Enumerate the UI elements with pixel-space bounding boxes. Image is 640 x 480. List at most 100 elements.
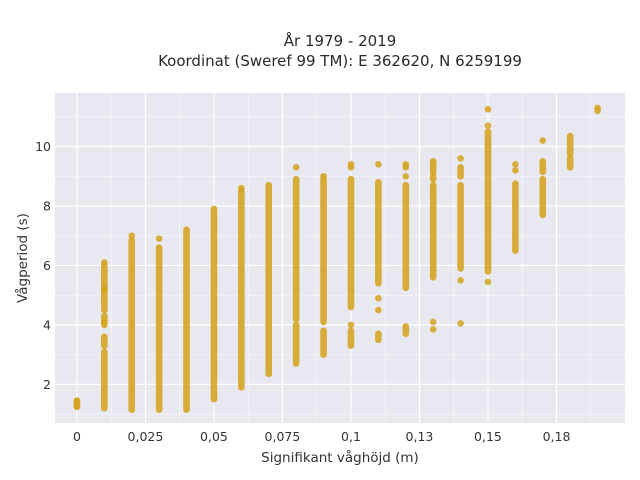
x-tick-label: 0,025: [128, 429, 164, 444]
x-tick-label: 0,05: [200, 429, 228, 444]
data-column: [101, 259, 108, 412]
data-point-range: [402, 181, 410, 292]
data-point-range: [375, 178, 382, 287]
data-point-range: [429, 181, 437, 281]
data-point-range: [347, 327, 355, 350]
data-point-range: [292, 175, 300, 323]
data-column: [265, 181, 273, 378]
data-point-range: [238, 187, 245, 391]
data-point: [101, 285, 108, 293]
data-point-range: [155, 244, 163, 413]
data-column: [210, 205, 218, 403]
x-tick-labels: 0 0,025 0,05 0,075 0,1 0,13 0,15 0,18: [73, 429, 571, 444]
data-point: [457, 276, 464, 284]
data-column: [566, 132, 574, 171]
data-point-range: [210, 205, 218, 403]
data-point: [375, 294, 382, 302]
y-tick-label: 10: [35, 139, 51, 154]
data-point-range: [429, 158, 437, 176]
data-point-range: [566, 132, 574, 158]
data-point: [155, 235, 163, 242]
data-point: [457, 320, 464, 327]
data-point: [402, 161, 410, 168]
data-point-range: [320, 327, 327, 358]
data-point: [512, 161, 519, 168]
data-point-range: [292, 321, 300, 367]
y-tick-label: 2: [43, 377, 51, 392]
data-point: [128, 232, 136, 240]
data-point-range: [347, 175, 355, 311]
x-tick-label: 0,075: [265, 429, 301, 444]
data-column: [183, 226, 190, 413]
data-markers: [73, 104, 601, 413]
x-tick-label: 0: [73, 429, 81, 444]
data-point-range: [457, 164, 464, 180]
data-point-range: [457, 181, 464, 272]
data-point-range: [512, 180, 519, 254]
data-column: [457, 155, 464, 327]
data-point-range: [484, 128, 492, 275]
data-point: [73, 397, 81, 405]
data-point: [73, 403, 81, 410]
data-point: [539, 137, 547, 144]
data-point-range: [128, 236, 136, 413]
data-point-range: [320, 175, 327, 326]
y-tick-label: 4: [43, 317, 51, 332]
data-point: [512, 166, 519, 174]
data-point: [429, 318, 437, 326]
data-column: [292, 164, 300, 367]
data-point: [292, 164, 300, 171]
data-point-range: [402, 323, 410, 338]
data-column: [155, 235, 163, 413]
chart-title-line-2: Koordinat (Sweref 99 TM): E 362620, N 62…: [158, 52, 522, 70]
data-column: [594, 104, 601, 115]
data-column: [402, 161, 410, 338]
data-point-range: [183, 226, 190, 413]
data-point: [375, 306, 382, 314]
data-column: [484, 106, 492, 286]
data-point-range: [429, 172, 437, 183]
data-point: [429, 326, 437, 333]
data-column: [320, 172, 327, 358]
data-point: [402, 172, 410, 180]
y-tick-label: 6: [43, 258, 51, 273]
chart-title-line-1: År 1979 - 2019: [284, 31, 397, 50]
data-point: [484, 278, 492, 286]
x-axis-title: Signifikant våghöjd (m): [261, 449, 419, 466]
data-point: [594, 104, 601, 112]
x-tick-label: 0,1: [341, 429, 361, 444]
data-point-range: [539, 175, 547, 219]
data-column: [539, 137, 547, 219]
data-column: [128, 232, 136, 413]
data-point: [101, 318, 108, 326]
data-point: [375, 161, 382, 168]
y-axis-title: Vågperiod (s): [14, 213, 31, 303]
data-point: [347, 321, 355, 329]
plot-area: [55, 93, 625, 423]
x-tick-label: 0,15: [474, 429, 502, 444]
data-point-range: [265, 181, 273, 378]
data-point: [238, 184, 245, 192]
data-point: [320, 172, 327, 180]
data-point-range: [375, 330, 382, 344]
data-point-range: [101, 333, 108, 350]
data-column: [73, 397, 81, 410]
data-point-range: [101, 348, 108, 412]
data-point-range: [539, 158, 547, 176]
data-column: [347, 161, 355, 350]
data-column: [375, 161, 382, 344]
data-point: [484, 106, 492, 113]
data-column: [512, 161, 519, 254]
data-column: [429, 158, 437, 333]
x-tick-label: 0,13: [406, 429, 434, 444]
data-column: [238, 184, 245, 391]
data-point: [484, 122, 492, 130]
x-tick-label: 0,18: [543, 429, 571, 444]
data-point: [101, 259, 108, 266]
data-point: [347, 161, 355, 168]
data-point-range: [566, 155, 574, 171]
y-tick-label: 8: [43, 198, 51, 213]
y-tick-labels: 2 4 6 8 10: [35, 139, 51, 392]
data-point: [457, 155, 464, 162]
